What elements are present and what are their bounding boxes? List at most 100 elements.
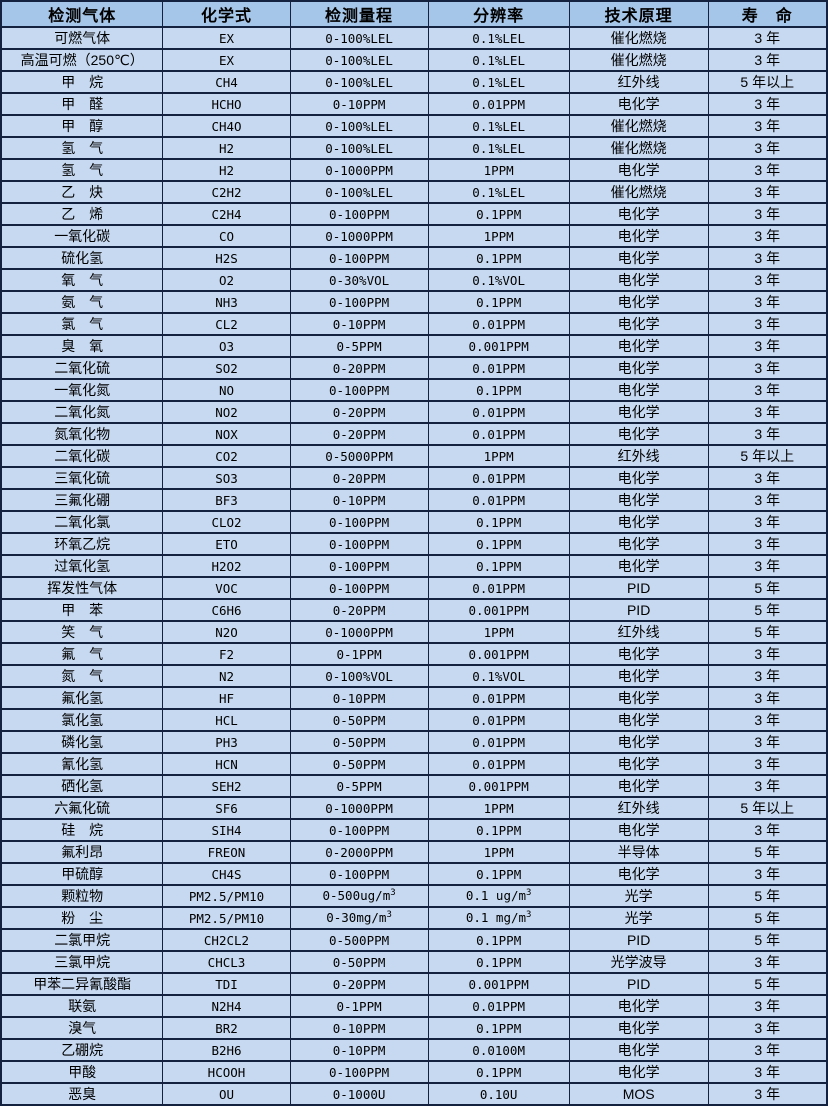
cell-resolution: 1PPM [427, 620, 570, 644]
cell-lifetime: 3 年 [707, 1016, 828, 1040]
cell-range: 0-5PPM [289, 774, 429, 798]
cell-resolution: 0.01PPM [427, 488, 570, 512]
cell-formula: CHCL3 [162, 950, 291, 974]
cell-gas-name: 硅 烷 [0, 818, 164, 842]
table-row: 可燃气体 EX 0-100%LEL 0.1%LEL 催化燃烧 3 年 [0, 26, 828, 50]
cell-gas-name: 三氯甲烷 [0, 950, 164, 974]
cell-gas-name: 恶臭 [0, 1082, 164, 1106]
cell-principle: PID [568, 972, 709, 996]
cell-resolution: 0.1 mg/m3 [427, 906, 570, 930]
table-row: 氰化氢 HCN 0-50PPM 0.01PPM 电化学 3 年 [0, 752, 828, 776]
cell-principle: 电化学 [568, 708, 709, 732]
cell-principle: 催化燃烧 [568, 26, 709, 50]
cell-gas-name: 氯化氢 [0, 708, 164, 732]
cell-principle: 电化学 [568, 818, 709, 842]
cell-gas-name: 一氧化碳 [0, 224, 164, 248]
cell-resolution: 0.01PPM [427, 466, 570, 490]
cell-resolution: 0.1%LEL [427, 26, 570, 50]
cell-principle: PID [568, 576, 709, 600]
cell-principle: 电化学 [568, 510, 709, 534]
table-row: 臭 氧 O3 0-5PPM 0.001PPM 电化学 3 年 [0, 334, 828, 358]
cell-range: 0-50PPM [289, 708, 429, 732]
cell-formula: CH4S [162, 862, 291, 886]
table-row: 氯 气 CL2 0-10PPM 0.01PPM 电化学 3 年 [0, 312, 828, 336]
header-row: 检测气体 化学式 检测量程 分辨率 技术原理寿 命 [0, 0, 828, 28]
cell-principle: 电化学 [568, 752, 709, 776]
cell-principle: 电化学 [568, 642, 709, 666]
cell-formula: HCL [162, 708, 291, 732]
cell-lifetime: 3 年 [707, 136, 828, 160]
table-row: 甲 醇 CH4O 0-100%LEL 0.1%LEL 催化燃烧 3 年 [0, 114, 828, 138]
cell-range: 0-1PPM [289, 994, 429, 1018]
cell-lifetime: 3 年 [707, 378, 828, 402]
cell-range: 0-30mg/m3 [289, 906, 429, 930]
cell-range: 0-100PPM [289, 818, 429, 842]
cell-resolution: 0.1PPM [427, 510, 570, 534]
cell-range: 0-10PPM [289, 312, 429, 336]
cell-principle: PID [568, 928, 709, 952]
cell-range: 0-100PPM [289, 510, 429, 534]
cell-gas-name: 颗粒物 [0, 884, 164, 908]
table-row: 二氧化氯 CLO2 0-100PPM 0.1PPM 电化学 3 年 [0, 510, 828, 534]
column-header-principle: 技术原理 [568, 0, 709, 28]
cell-range: 0-10PPM [289, 1016, 429, 1040]
cell-gas-name: 二氧化氯 [0, 510, 164, 534]
table-row: 一氧化碳 CO 0-1000PPM 1PPM 电化学 3 年 [0, 224, 828, 248]
cell-lifetime: 3 年 [707, 422, 828, 446]
cell-principle: 电化学 [568, 488, 709, 512]
cell-resolution: 1PPM [427, 796, 570, 820]
cell-formula: CO [162, 224, 291, 248]
cell-resolution: 0.01PPM [427, 576, 570, 600]
cell-gas-name: 二氧化碳 [0, 444, 164, 468]
table-row: 三氧化硫 SO3 0-20PPM 0.01PPM 电化学 3 年 [0, 466, 828, 490]
cell-formula: NO2 [162, 400, 291, 424]
cell-formula: HF [162, 686, 291, 710]
cell-lifetime: 3 年 [707, 554, 828, 578]
cell-range: 0-10PPM [289, 92, 429, 116]
cell-gas-name: 甲 醛 [0, 92, 164, 116]
table-row: 颗粒物 PM2.5/PM10 0-500ug/m3 0.1 ug/m3 光学 5 年 [0, 884, 828, 908]
cell-lifetime: 3 年 [707, 752, 828, 776]
cell-gas-name: 硒化氢 [0, 774, 164, 798]
table-body: 可燃气体 EX 0-100%LEL 0.1%LEL 催化燃烧 3 年高温可燃（250℃） E… [0, 26, 828, 1106]
cell-principle: 电化学 [568, 422, 709, 446]
cell-principle: 催化燃烧 [568, 48, 709, 72]
cell-resolution: 0.01PPM [427, 400, 570, 424]
cell-resolution: 0.1%VOL [427, 664, 570, 688]
cell-principle: 电化学 [568, 312, 709, 336]
cell-gas-name: 一氧化氮 [0, 378, 164, 402]
cell-gas-name: 甲硫醇 [0, 862, 164, 886]
cell-range: 0-100%LEL [289, 70, 429, 94]
cell-formula: B2H6 [162, 1038, 291, 1062]
cell-formula: FREON [162, 840, 291, 864]
table-row: 乙 炔 C2H2 0-100%LEL 0.1%LEL 催化燃烧 3 年 [0, 180, 828, 204]
table-row: 六氟化硫 SF6 0-1000PPM 1PPM 红外线 5 年以上 [0, 796, 828, 820]
cell-gas-name: 联氨 [0, 994, 164, 1018]
cell-principle: 电化学 [568, 774, 709, 798]
cell-range: 0-100%LEL [289, 26, 429, 50]
cell-resolution: 0.001PPM [427, 972, 570, 996]
cell-range: 0-100PPM [289, 532, 429, 556]
cell-gas-name: 挥发性气体 [0, 576, 164, 600]
cell-gas-name: 乙 烯 [0, 202, 164, 226]
cell-formula: O2 [162, 268, 291, 292]
cell-resolution: 0.01PPM [427, 312, 570, 336]
cell-principle: 电化学 [568, 158, 709, 182]
cell-range: 0-50PPM [289, 752, 429, 776]
cell-lifetime: 3 年 [707, 400, 828, 424]
cell-principle: 电化学 [568, 994, 709, 1018]
cell-lifetime: 3 年 [707, 1082, 828, 1106]
cell-lifetime: 3 年 [707, 774, 828, 798]
cell-resolution: 0.01PPM [427, 752, 570, 776]
cell-lifetime: 5 年以上 [707, 70, 828, 94]
column-header-gas-name: 检测气体 [0, 0, 164, 28]
table-row: 三氯甲烷 CHCL3 0-50PPM 0.1PPM 光学波导 3 年 [0, 950, 828, 974]
cell-formula: BF3 [162, 488, 291, 512]
cell-principle: 红外线 [568, 70, 709, 94]
cell-resolution: 0.01PPM [427, 994, 570, 1018]
cell-principle: 电化学 [568, 202, 709, 226]
table-row: 恶臭 OU 0-1000U 0.10U MOS 3 年 [0, 1082, 828, 1106]
cell-principle: 电化学 [568, 400, 709, 424]
cell-formula: F2 [162, 642, 291, 666]
